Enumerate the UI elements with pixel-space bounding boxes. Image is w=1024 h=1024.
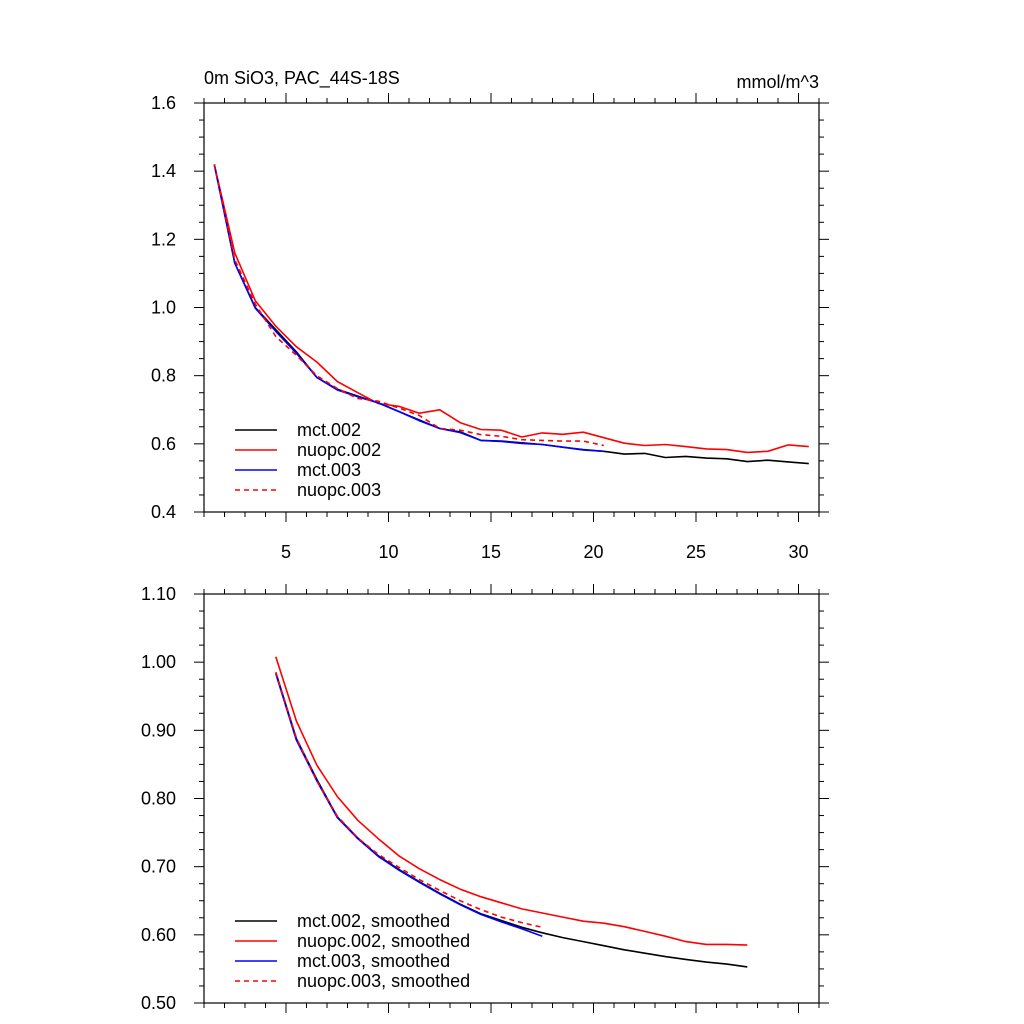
series-line-2: [213, 164, 604, 453]
y-tick-label: 1.6: [151, 93, 176, 113]
series-line-1: [213, 164, 809, 454]
y-tick-label: 0.60: [141, 925, 176, 945]
series-line-2: [275, 673, 543, 937]
y-tick-label: 0.6: [151, 434, 176, 454]
top-panel: 0m SiO3, PAC_44S-18S mmol/m^3 5 10 15 20 25 3…: [151, 68, 829, 562]
y-tick-label: 1.10: [141, 584, 176, 604]
legend-label: nuopc.003, smoothed: [297, 971, 470, 991]
y-tick-label: 0.8: [151, 366, 176, 386]
y-tick-label: 0.90: [141, 720, 176, 740]
series-line-0: [213, 164, 809, 465]
bottom-panel: 0.50 0.60 0.70 0.80 0.90 1.00 1.10 mct.002, smo…: [141, 584, 829, 1013]
legend-label: nuopc.003: [297, 480, 381, 500]
legend-label: nuopc.002, smoothed: [297, 931, 470, 951]
series-line-3: [213, 164, 604, 447]
y-tick-label: 0.50: [141, 993, 176, 1013]
y-tick-label: 0.70: [141, 857, 176, 877]
top-chart-units: mmol/m^3: [737, 72, 819, 92]
bottom-plot-area: 0.50 0.60 0.70 0.80 0.90 1.00 1.10 mct.002, smo…: [141, 584, 829, 1013]
x-tick-label: 20: [583, 542, 603, 562]
legend-label: mct.002: [297, 420, 361, 440]
y-tick-label: 0.80: [141, 789, 176, 809]
legend-label: nuopc.002: [297, 440, 381, 460]
series-line-3: [275, 672, 543, 929]
top-plot-area: 5 10 15 20 25 300.40.60.81.01.21.41.6mct.002n…: [151, 93, 829, 562]
legend-label: mct.003: [297, 460, 361, 480]
y-tick-label: 1.2: [151, 229, 176, 249]
y-tick-label: 1.0: [151, 298, 176, 318]
y-tick-label: 1.4: [151, 161, 176, 181]
x-tick-label: 30: [788, 542, 808, 562]
x-tick-label: 10: [378, 542, 398, 562]
y-tick-label: 1.00: [141, 652, 176, 672]
series-line-1: [275, 656, 748, 946]
y-tick-label: 0.4: [151, 502, 176, 522]
legend-label: mct.003, smoothed: [297, 951, 450, 971]
top-chart-title: 0m SiO3, PAC_44S-18S: [204, 68, 400, 89]
x-tick-label: 5: [281, 542, 291, 562]
legend-label: mct.002, smoothed: [297, 911, 450, 931]
x-tick-label: 15: [481, 542, 501, 562]
x-tick-label: 25: [686, 542, 706, 562]
